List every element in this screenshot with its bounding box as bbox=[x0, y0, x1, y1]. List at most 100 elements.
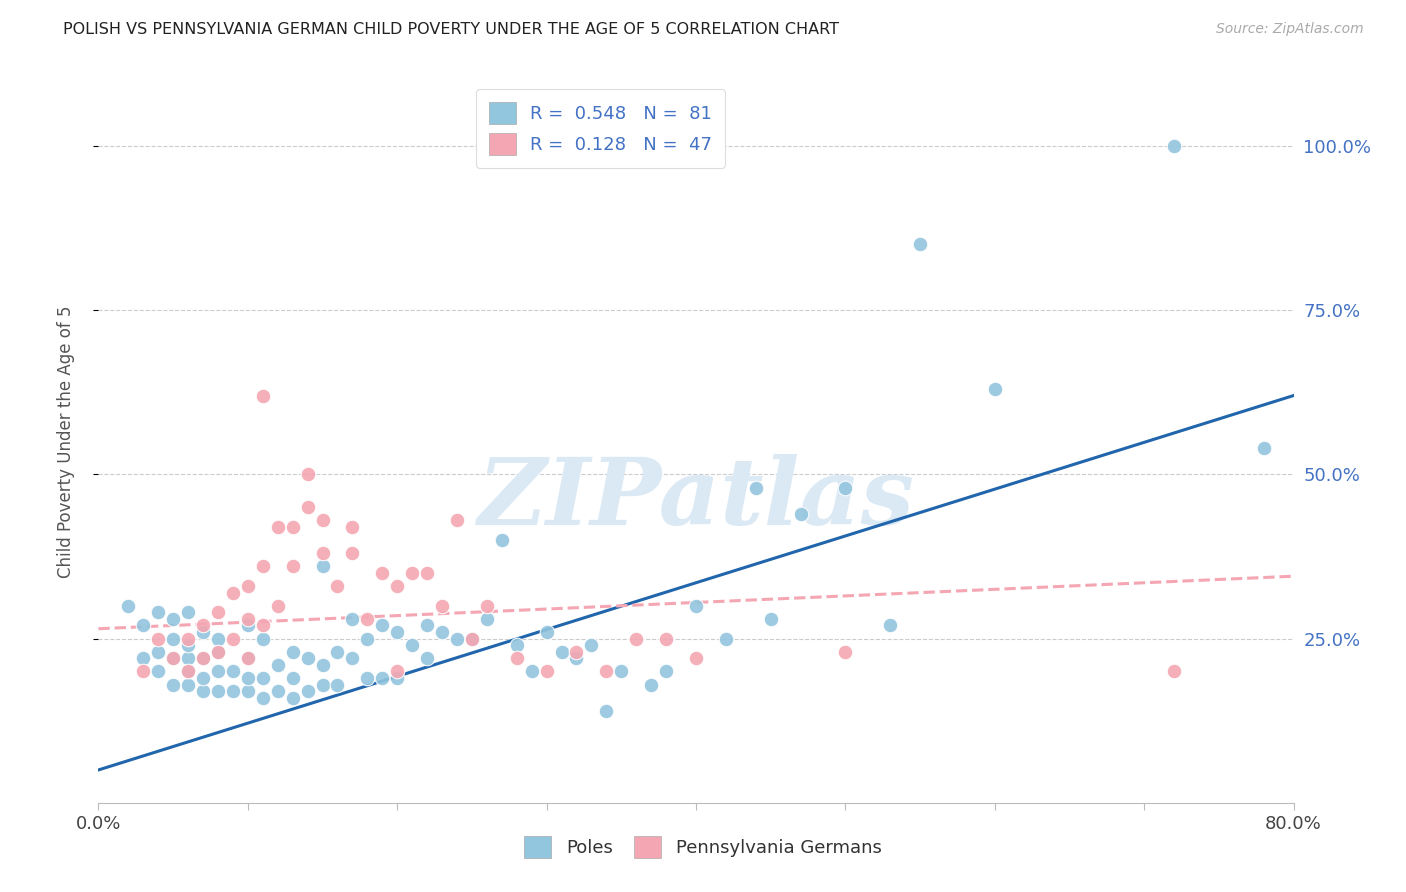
Point bbox=[789, 507, 811, 521]
Point bbox=[267, 684, 290, 698]
Point bbox=[207, 645, 229, 659]
Point bbox=[191, 684, 214, 698]
Point bbox=[267, 599, 290, 613]
Point bbox=[446, 632, 468, 646]
Point bbox=[132, 618, 155, 632]
Point bbox=[191, 618, 214, 632]
Point bbox=[252, 690, 274, 705]
Y-axis label: Child Poverty Under the Age of 5: Child Poverty Under the Age of 5 bbox=[56, 305, 75, 578]
Point bbox=[581, 638, 603, 652]
Point bbox=[236, 651, 259, 665]
Point bbox=[908, 237, 931, 252]
Point bbox=[281, 671, 304, 685]
Point bbox=[207, 684, 229, 698]
Point bbox=[252, 671, 274, 685]
Point bbox=[281, 520, 304, 534]
Point bbox=[385, 625, 409, 640]
Point bbox=[222, 665, 245, 679]
Point bbox=[132, 651, 155, 665]
Point bbox=[162, 651, 184, 665]
Point bbox=[401, 638, 423, 652]
Point bbox=[714, 632, 737, 646]
Point bbox=[252, 388, 274, 402]
Point bbox=[311, 657, 333, 672]
Point bbox=[236, 651, 259, 665]
Point bbox=[236, 618, 259, 632]
Point bbox=[416, 651, 439, 665]
Point bbox=[371, 566, 394, 580]
Point bbox=[281, 645, 304, 659]
Point bbox=[371, 671, 394, 685]
Point bbox=[297, 684, 319, 698]
Point bbox=[536, 665, 558, 679]
Point bbox=[267, 520, 290, 534]
Point bbox=[655, 632, 678, 646]
Point bbox=[148, 632, 170, 646]
Point bbox=[640, 677, 662, 691]
Point bbox=[222, 585, 245, 599]
Point bbox=[281, 690, 304, 705]
Point bbox=[191, 651, 214, 665]
Point bbox=[759, 612, 782, 626]
Point bbox=[1163, 665, 1185, 679]
Point bbox=[177, 638, 200, 652]
Point bbox=[385, 665, 409, 679]
Point bbox=[252, 632, 274, 646]
Point bbox=[356, 612, 378, 626]
Point bbox=[132, 665, 155, 679]
Point bbox=[177, 605, 200, 619]
Legend: Poles, Pennsylvania Germans: Poles, Pennsylvania Germans bbox=[517, 829, 889, 865]
Point bbox=[207, 645, 229, 659]
Point bbox=[222, 684, 245, 698]
Point bbox=[191, 625, 214, 640]
Point bbox=[311, 546, 333, 560]
Point bbox=[416, 566, 439, 580]
Point bbox=[177, 665, 200, 679]
Point bbox=[326, 677, 349, 691]
Point bbox=[356, 632, 378, 646]
Point bbox=[401, 566, 423, 580]
Point bbox=[236, 579, 259, 593]
Point bbox=[565, 651, 588, 665]
Point bbox=[207, 665, 229, 679]
Point bbox=[834, 481, 856, 495]
Point bbox=[191, 651, 214, 665]
Point bbox=[342, 520, 364, 534]
Point bbox=[879, 618, 901, 632]
Point bbox=[311, 559, 333, 574]
Point bbox=[626, 632, 648, 646]
Point bbox=[207, 632, 229, 646]
Point bbox=[148, 665, 170, 679]
Point bbox=[297, 467, 319, 482]
Point bbox=[191, 671, 214, 685]
Point bbox=[506, 651, 529, 665]
Point bbox=[281, 559, 304, 574]
Point bbox=[162, 612, 184, 626]
Point bbox=[565, 645, 588, 659]
Point bbox=[595, 704, 617, 718]
Text: Source: ZipAtlas.com: Source: ZipAtlas.com bbox=[1216, 22, 1364, 37]
Point bbox=[385, 579, 409, 593]
Point bbox=[371, 618, 394, 632]
Point bbox=[685, 651, 707, 665]
Point bbox=[461, 632, 484, 646]
Point bbox=[685, 599, 707, 613]
Point bbox=[162, 651, 184, 665]
Point bbox=[177, 665, 200, 679]
Point bbox=[1253, 441, 1275, 455]
Point bbox=[297, 651, 319, 665]
Point bbox=[430, 599, 453, 613]
Point bbox=[148, 605, 170, 619]
Point bbox=[461, 632, 484, 646]
Legend: R =  0.548   N =  81, R =  0.128   N =  47: R = 0.548 N = 81, R = 0.128 N = 47 bbox=[477, 89, 724, 168]
Point bbox=[475, 599, 498, 613]
Text: POLISH VS PENNSYLVANIA GERMAN CHILD POVERTY UNDER THE AGE OF 5 CORRELATION CHART: POLISH VS PENNSYLVANIA GERMAN CHILD POVE… bbox=[63, 22, 839, 37]
Point bbox=[236, 671, 259, 685]
Point bbox=[326, 579, 349, 593]
Point bbox=[520, 665, 543, 679]
Point bbox=[475, 612, 498, 626]
Point bbox=[297, 500, 319, 515]
Point bbox=[342, 546, 364, 560]
Point bbox=[117, 599, 139, 613]
Point bbox=[550, 645, 572, 659]
